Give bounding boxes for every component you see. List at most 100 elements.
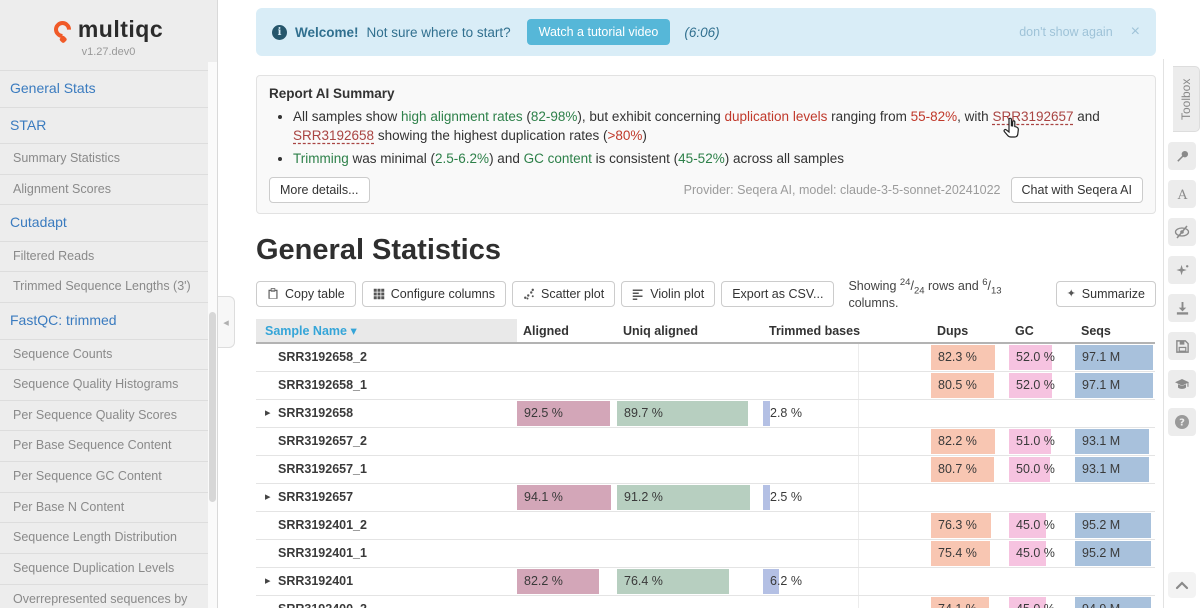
configure-columns-button[interactable]: Configure columns	[362, 281, 506, 307]
summarize-button[interactable]: ✦ Summarize	[1056, 281, 1156, 307]
violin-plot-button[interactable]: Violin plot	[621, 281, 715, 307]
download-icon[interactable]	[1168, 294, 1196, 322]
sidebar-scrollbar-thumb[interactable]	[209, 312, 216, 502]
column-header-sample-name[interactable]: Sample Name ▾	[256, 319, 517, 342]
cell-value: 76.4 %	[617, 574, 663, 588]
cell-value: 45.0 %	[1009, 546, 1055, 560]
close-icon[interactable]: ×	[1131, 23, 1140, 41]
grid-icon	[373, 288, 385, 300]
table-row[interactable]: SRR3192401_1 75.4 % 45.0 % 95.2 M	[256, 540, 1155, 568]
watch-tutorial-button[interactable]: Watch a tutorial video	[527, 19, 671, 45]
sidebar: multiqc v1.27.dev0 General Stats STAR Su…	[0, 0, 218, 608]
sidebar-item-per-base-n-content[interactable]: Per Base N Content	[0, 493, 217, 524]
table-row[interactable]: ▸SRR3192657 94.1 % 91.2 % 2.5 %	[256, 484, 1155, 512]
toolbox-strip: Toolbox A ?	[1163, 59, 1200, 608]
sidebar-item-sequence-duplication-levels[interactable]: Sequence Duplication Levels	[0, 554, 217, 585]
ai-text: showing the highest duplication rates (	[374, 128, 607, 143]
sidebar-item-sequence-counts[interactable]: Sequence Counts	[0, 340, 217, 371]
copy-table-button[interactable]: Copy table	[256, 281, 356, 307]
table-row[interactable]: SRR3192657_2 82.2 % 51.0 % 93.1 M	[256, 428, 1155, 456]
ai-summary-list: All samples show high alignment rates (8…	[293, 108, 1143, 169]
sidebar-item-fastqc-trimmed[interactable]: FastQC: trimmed	[0, 303, 217, 340]
export-csv-button[interactable]: Export as CSV...	[721, 281, 834, 307]
sidebar-item-per-sequence-quality-scores[interactable]: Per Sequence Quality Scores	[0, 401, 217, 432]
clipboard-icon	[267, 287, 279, 300]
toolbox-tab[interactable]: Toolbox	[1173, 66, 1200, 132]
hide-samples-icon[interactable]	[1168, 218, 1196, 246]
sidebar-item-cutadapt[interactable]: Cutadapt	[0, 205, 217, 242]
table-row[interactable]: SRR3192400_2 74.1 % 45.0 % 94.9 M	[256, 596, 1155, 608]
column-header-trimmed-bases[interactable]: Trimmed bases	[763, 319, 858, 342]
column-header-aligned[interactable]: Aligned	[517, 319, 617, 342]
sidebar-item-overrepresented-sequences-by-sample[interactable]: Overrepresented sequences by sample	[0, 585, 217, 608]
cell-value: 45.0 %	[1009, 518, 1055, 532]
sidebar-item-filtered-reads[interactable]: Filtered Reads	[0, 242, 217, 273]
page-title: General Statistics	[256, 234, 1155, 267]
ai-text: All samples show	[293, 109, 401, 124]
ai-highlight-green: 2.5-6.2%	[435, 151, 489, 166]
multiqc-logo: multiqc	[0, 0, 217, 43]
sample-link-srr3192658[interactable]: SRR3192658	[293, 128, 374, 143]
citation-icon[interactable]	[1168, 370, 1196, 398]
cols-total: 13	[991, 285, 1002, 296]
ai-bullet-2: Trimming was minimal (2.5-6.2%) and GC c…	[293, 150, 1143, 169]
pin-icon[interactable]	[1168, 142, 1196, 170]
table-row[interactable]: SRR3192658_2 82.3 % 52.0 % 97.1 M	[256, 344, 1155, 372]
sidebar-item-sequence-length-distribution[interactable]: Sequence Length Distribution	[0, 523, 217, 554]
highlight-text-icon[interactable]: A	[1168, 180, 1196, 208]
table-header-row: Sample Name ▾ Aligned Uniq aligned Trimm…	[256, 319, 1155, 344]
sidebar-item-sequence-quality-histograms[interactable]: Sequence Quality Histograms	[0, 370, 217, 401]
save-icon[interactable]	[1168, 332, 1196, 360]
rows-shown: 24	[900, 277, 911, 288]
table-row[interactable]: SRR3192658_1 80.5 % 52.0 % 97.1 M	[256, 372, 1155, 400]
sidebar-item-per-sequence-gc-content[interactable]: Per Sequence GC Content	[0, 462, 217, 493]
sidebar-item-summary-statistics[interactable]: Summary Statistics	[0, 144, 217, 175]
sidebar-item-trimmed-sequence-lengths[interactable]: Trimmed Sequence Lengths (3')	[0, 272, 217, 303]
cell-value: 2.5 %	[763, 490, 802, 504]
ai-sparkle-icon[interactable]	[1168, 256, 1196, 284]
cell-value: 52.0 %	[1009, 350, 1055, 364]
sidebar-item-general-stats[interactable]: General Stats	[0, 71, 217, 108]
ai-highlight-green: high alignment rates	[401, 109, 523, 124]
sidebar-item-star[interactable]: STAR	[0, 108, 217, 145]
copy-table-label: Copy table	[285, 287, 345, 301]
export-csv-label: Export as CSV...	[732, 287, 823, 301]
ai-highlight-green: GC content	[524, 151, 592, 166]
cell-value: 91.2 %	[617, 490, 663, 504]
column-header-uniq-aligned[interactable]: Uniq aligned	[617, 319, 763, 342]
ai-text: ), but exhibit concerning	[577, 109, 724, 124]
help-icon[interactable]: ?	[1168, 408, 1196, 436]
cell-value: 74.1 %	[931, 602, 977, 608]
sample-link-srr3192657[interactable]: SRR3192657	[992, 109, 1073, 124]
general-stats-table: Sample Name ▾ Aligned Uniq aligned Trimm…	[256, 319, 1155, 608]
expand-caret-icon[interactable]: ▸	[265, 484, 271, 511]
column-header-seqs[interactable]: Seqs	[1075, 319, 1155, 342]
ai-highlight-red: >80%	[607, 128, 642, 143]
more-details-button[interactable]: More details...	[269, 177, 370, 203]
expand-caret-icon[interactable]: ▸	[265, 400, 271, 427]
cell-value: 97.1 M	[1075, 350, 1120, 364]
tutorial-duration: (6:06)	[684, 25, 719, 40]
table-row[interactable]: SRR3192401_2 76.3 % 45.0 % 95.2 M	[256, 512, 1155, 540]
sidebar-item-per-base-sequence-content[interactable]: Per Base Sequence Content	[0, 431, 217, 462]
sample-name: SRR3192658_2	[256, 344, 367, 371]
column-header-gc[interactable]: GC	[1009, 319, 1075, 342]
dont-show-again-link[interactable]: don't show again	[1019, 25, 1112, 39]
table-row[interactable]: SRR3192657_1 80.7 % 50.0 % 93.1 M	[256, 456, 1155, 484]
table-row[interactable]: ▸SRR3192658 92.5 % 89.7 % 2.8 %	[256, 400, 1155, 428]
column-header-dups[interactable]: Dups	[931, 319, 1009, 342]
scatter-plot-button[interactable]: Scatter plot	[512, 281, 615, 307]
table-row[interactable]: ▸SRR3192401 82.2 % 76.4 % 6.2 %	[256, 568, 1155, 596]
sidebar-item-alignment-scores[interactable]: Alignment Scores	[0, 175, 217, 206]
expand-caret-icon[interactable]: ▸	[265, 568, 271, 595]
sidebar-scrollbar[interactable]	[208, 62, 217, 608]
ai-bullet-1: All samples show high alignment rates (8…	[293, 108, 1143, 146]
ai-provider-label: Provider: Seqera AI, model: claude-3-5-s…	[684, 183, 1001, 197]
cell-value: 75.4 %	[931, 546, 977, 560]
chat-with-seqera-button[interactable]: Chat with Seqera AI	[1011, 177, 1143, 203]
sidebar-collapse-handle[interactable]: ◂	[218, 296, 235, 348]
ai-summary-panel: Report AI Summary All samples show high …	[256, 75, 1156, 214]
sample-name: SRR3192658_1	[256, 372, 367, 399]
scroll-to-top-icon[interactable]	[1168, 572, 1196, 598]
cell-value: 50.0 %	[1009, 462, 1055, 476]
